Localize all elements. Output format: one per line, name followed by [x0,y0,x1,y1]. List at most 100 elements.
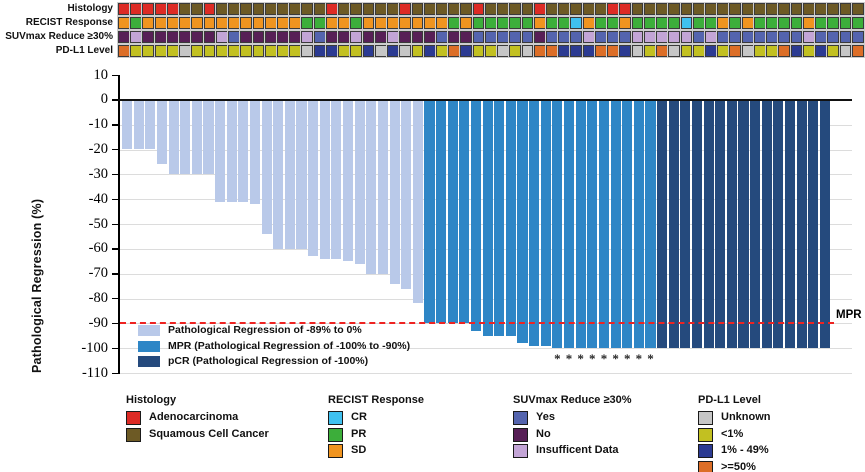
bar-48 [668,99,679,349]
track-cell-pdl1-60 [839,45,852,57]
track-cell-pdl1-58 [815,45,827,57]
track-cell-histology-51 [729,3,742,15]
track-cell-suvmax-20 [350,31,363,43]
track-cell-suvmax-41 [607,31,619,43]
track-cell-histology-3 [142,3,155,15]
tick-label--100: -100 [81,339,108,356]
track-cell-histology-7 [191,3,204,15]
track-cell-pdl1-4 [154,45,167,57]
track-cell-pdl1-54 [766,45,778,57]
track-cell-suvmax-7 [191,31,204,43]
legend-swatch-p1_49 [698,444,713,458]
track-cell-histology-26 [423,3,436,15]
bar-legend-label-mpr: MPR (Pathological Regression of -100% to… [168,339,411,352]
legend-label-SD: SD [351,444,367,456]
legend-label-PR: PR [351,427,367,440]
track-cell-suvmax-59 [827,31,840,43]
track-cell-suvmax-32 [497,31,509,43]
tick-label--30: -30 [88,165,108,182]
track-cell-suvmax-4 [154,31,167,43]
asterisk-bar-42: * [600,351,608,367]
track-cell-pdl1-34 [521,45,534,57]
legend-label-lt1: <1% [721,427,744,440]
track-cell-pdl1-47 [680,45,693,57]
track-cell-pdl1-1 [118,45,130,57]
bar-50 [691,99,703,349]
track-cell-pdl1-7 [191,45,204,57]
bar-37 [540,99,551,346]
track-cell-pdl1-29 [460,45,473,57]
track-cell-recist-3 [142,17,155,29]
track-cell-pdl1-10 [228,45,240,57]
track-cell-suvmax-1 [118,31,130,43]
legend-label-no: No [536,427,551,440]
track-cell-recist-4 [154,17,167,29]
bar-24 [389,99,400,284]
track-cell-histology-60 [839,3,852,15]
track-cell-histology-38 [570,3,583,15]
track-cell-recist-46 [668,17,681,29]
y-axis-spine [118,75,120,374]
gridline--100 [120,348,852,350]
track-label-histology: Histology [67,3,113,14]
track-cell-pdl1-6 [179,45,191,57]
mpr-threshold-line [120,322,834,325]
bar-41 [587,99,598,349]
legend-item-CR: CR [328,410,424,427]
track-cell-histology-15 [289,3,302,15]
bar-51 [703,99,714,349]
track-cell-recist-22 [374,17,387,29]
track-cell-histology-58 [815,3,827,15]
track-cell-pdl1-12 [252,45,265,57]
track-cell-recist-37 [558,17,571,29]
track-cell-pdl1-52 [741,45,754,57]
track-cell-pdl1-33 [509,45,522,57]
track-cell-suvmax-36 [546,31,558,43]
track-cell-histology-4 [154,3,167,15]
track-cell-pdl1-45 [656,45,668,57]
track-cell-recist-20 [350,17,363,29]
bar-14 [273,99,284,249]
bar-4 [156,99,168,165]
asterisk-bar-39: * [565,351,573,367]
track-cell-recist-40 [594,17,607,29]
track-cell-suvmax-22 [374,31,387,43]
track-cell-pdl1-38 [570,45,583,57]
legend-label-CR: CR [351,411,367,423]
track-cell-histology-2 [130,3,143,15]
track-cell-suvmax-58 [815,31,827,43]
track-cell-suvmax-53 [753,31,766,43]
bar-43 [610,99,621,349]
track-cell-suvmax-48 [692,31,705,43]
track-row-histology: Histology [0,3,865,15]
tick-label--50: -50 [88,215,108,232]
track-cell-suvmax-47 [680,31,693,43]
legend-group-3: SUVmax Reduce ≥30% Yes No Insufficent Data [513,394,632,460]
bar-60 [808,99,819,349]
track-cell-recist-52 [741,17,754,29]
legend-swatch-insuff [513,444,528,458]
track-cell-recist-57 [802,17,815,29]
tick-mark--40 [112,198,118,201]
track-cell-recist-33 [509,17,522,29]
track-cell-pdl1-55 [778,45,791,57]
track-cell-histology-40 [594,3,607,15]
track-cell-suvmax-33 [509,31,522,43]
tick-label--60: -60 [88,240,108,257]
track-cell-pdl1-5 [166,45,179,57]
track-cell-suvmax-55 [778,31,791,43]
tick-mark--50 [112,223,118,225]
track-cell-histology-5 [166,3,179,15]
track-cell-pdl1-23 [387,45,399,57]
track-cell-pdl1-48 [692,45,705,57]
legend-item-squam: Squamous Cell Cancer [126,427,269,444]
bar-legend-swatch-regression [138,325,160,336]
track-cell-suvmax-54 [766,31,778,43]
bar-21 [354,99,365,264]
asterisk-bar-38: * [554,351,561,367]
track-cell-recist-51 [729,17,742,29]
track-cell-suvmax-12 [252,31,265,43]
track-cell-histology-10 [228,3,240,15]
legend-label-adeno: Adenocarcinoma [149,411,239,423]
track-cell-recist-58 [815,17,827,29]
